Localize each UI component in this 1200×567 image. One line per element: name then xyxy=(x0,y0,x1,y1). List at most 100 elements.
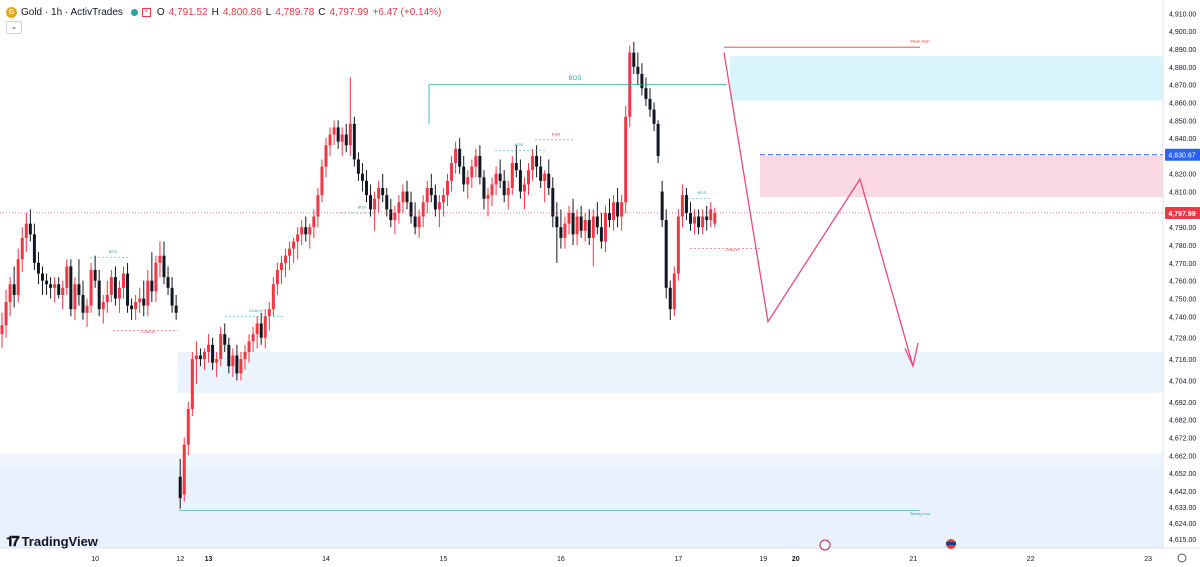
candle-body-170 xyxy=(689,212,692,224)
candle-147 xyxy=(595,202,599,235)
candle-body-58 xyxy=(235,355,239,374)
annotation-label-5: EQH xyxy=(552,131,561,136)
candle-131 xyxy=(531,148,535,181)
candle-body-138 xyxy=(559,227,563,238)
candle-27 xyxy=(109,269,113,303)
y-tick-label-12: 4,780.00 xyxy=(1169,243,1196,250)
open-label: O xyxy=(156,6,165,18)
candle-body-90 xyxy=(365,180,368,196)
candle-14 xyxy=(57,277,61,299)
candle-body-112 xyxy=(454,148,458,164)
supply-demand-zones xyxy=(0,56,1163,548)
candle-body-71 xyxy=(288,248,292,256)
y-tick-label-21: 4,682.00 xyxy=(1169,418,1196,425)
candle-body-110 xyxy=(446,180,449,196)
candle-169 xyxy=(684,188,688,221)
price-axis[interactable]: 4,910.00 4,900.00 4,890.00 4,880.00 4,870.00… xyxy=(1162,0,1200,548)
chart-settings-icon[interactable] xyxy=(1177,553,1187,563)
high-label: H xyxy=(211,6,219,18)
candle-11 xyxy=(45,273,49,295)
candle-body-156 xyxy=(632,52,636,67)
candle-118 xyxy=(478,145,482,185)
candle-body-150 xyxy=(608,212,611,221)
candle-109 xyxy=(441,188,445,217)
y-tick-label-19: 4,704.00 xyxy=(1169,378,1196,385)
candle-body-11 xyxy=(45,280,49,285)
logo-text: TradingView xyxy=(21,534,98,549)
annotation-label-4: BOS xyxy=(109,249,118,254)
candle-36 xyxy=(146,269,150,317)
candle-body-174 xyxy=(705,216,709,221)
candle-body-167 xyxy=(676,216,680,274)
candle-body-34 xyxy=(138,298,142,303)
candle-13 xyxy=(53,277,57,303)
symbol-title[interactable]: Gold · 1h · ActivTrades xyxy=(21,6,123,18)
y-tick-label-20: 4,692.00 xyxy=(1169,400,1196,407)
candle-82 xyxy=(332,120,336,146)
candle-74 xyxy=(300,220,304,246)
y-tick-label-26: 4,633.00 xyxy=(1169,505,1196,512)
candle-body-89 xyxy=(360,173,364,181)
candle-45 xyxy=(182,437,186,502)
candle-body-36 xyxy=(146,280,150,306)
tradingview-logo[interactable]: 𝟏𝟕 TradingView xyxy=(6,533,98,550)
candle-70 xyxy=(284,248,287,278)
candle-body-140 xyxy=(567,212,571,224)
candle-58 xyxy=(235,344,239,381)
candle-body-59 xyxy=(239,359,243,374)
candle-body-176 xyxy=(713,212,717,224)
candle-103 xyxy=(417,209,421,238)
candle-7 xyxy=(28,209,32,242)
y-tick-label-1: 4,900.00 xyxy=(1169,29,1196,36)
candle-56 xyxy=(227,337,231,374)
candle-33 xyxy=(134,294,138,320)
candle-93 xyxy=(377,180,381,213)
candle-body-125 xyxy=(506,188,510,196)
candle-body-24 xyxy=(97,280,101,310)
candle-80 xyxy=(324,138,328,178)
candle-body-42 xyxy=(170,287,174,306)
candle-3 xyxy=(12,266,16,308)
candle-155 xyxy=(628,45,632,128)
candle-128 xyxy=(518,159,522,199)
candle-body-0 xyxy=(0,325,4,335)
event-lightning-icon[interactable] xyxy=(819,539,831,551)
candle-body-136 xyxy=(551,188,555,217)
candle-body-147 xyxy=(595,216,599,228)
candle-120 xyxy=(486,188,490,217)
candle-body-149 xyxy=(603,212,607,242)
candle-41 xyxy=(166,266,170,295)
candle-67 xyxy=(271,277,275,317)
projection-path xyxy=(723,52,914,367)
candle-body-127 xyxy=(514,163,518,171)
candle-129 xyxy=(522,177,526,210)
y-tick-label-6: 4,850.00 xyxy=(1169,118,1196,125)
candle-64 xyxy=(259,312,263,345)
candle-body-26 xyxy=(105,294,109,303)
candle-44 xyxy=(178,458,182,509)
candle-body-100 xyxy=(405,191,409,203)
candle-body-10 xyxy=(41,273,44,281)
current-price-tag-text: 4,797.99 xyxy=(1168,211,1195,218)
candle-body-161 xyxy=(652,109,656,124)
candle-body-53 xyxy=(215,359,219,363)
candle-136 xyxy=(551,177,555,228)
candle-133 xyxy=(539,155,543,188)
time-axis[interactable]: 10 12 13 14 15 16 17 19 20 21 22 23 xyxy=(0,539,1200,563)
candle-body-55 xyxy=(223,334,227,345)
collapse-legend-button[interactable]: ⌄ xyxy=(6,21,22,34)
candle-body-37 xyxy=(150,280,154,292)
candle-81 xyxy=(328,127,332,156)
candle-76 xyxy=(308,223,312,249)
candle-25 xyxy=(101,294,105,324)
candle-body-103 xyxy=(417,216,421,228)
candle-73 xyxy=(296,227,300,260)
candle-body-123 xyxy=(498,173,502,181)
candle-body-119 xyxy=(482,177,486,199)
candle-body-146 xyxy=(591,216,595,238)
current-price-tag: 4,797.99 xyxy=(1165,206,1200,219)
alert-icon[interactable]: × xyxy=(141,7,151,17)
candle-165 xyxy=(668,280,672,320)
y-tick-label-9: 4,810.00 xyxy=(1169,190,1196,197)
